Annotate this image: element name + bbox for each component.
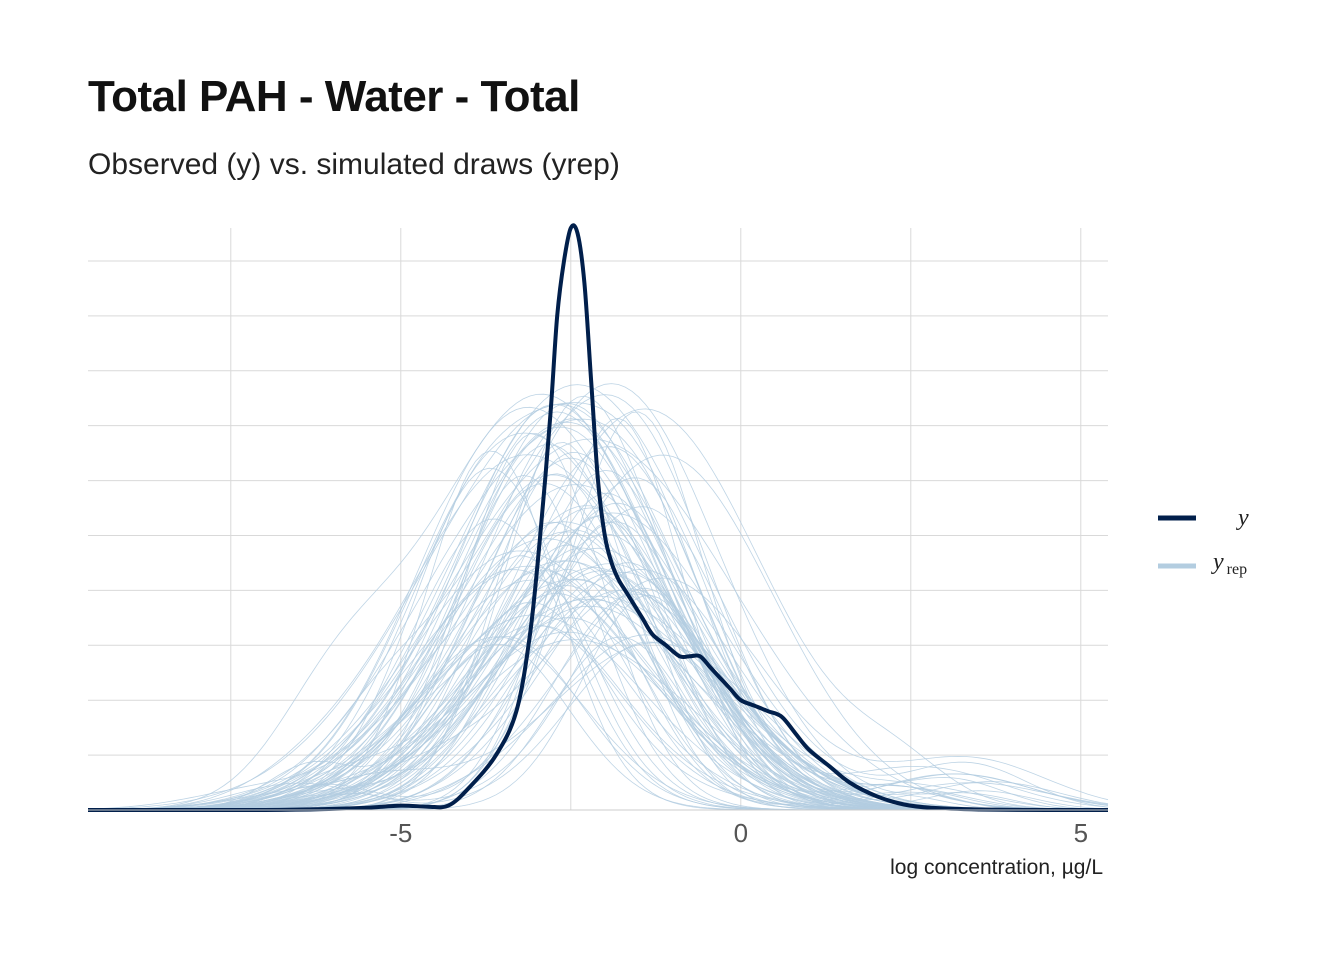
yrep-density-line <box>88 598 1109 811</box>
yrep-density-line <box>87 579 1108 811</box>
yrep-density-line <box>88 505 1108 811</box>
yrep-density-line <box>88 593 1108 811</box>
x-tick-label: 0 <box>734 818 748 848</box>
yrep-density-line <box>88 605 1108 811</box>
yrep-density-line <box>88 512 1108 811</box>
yrep-density-line <box>87 403 1109 810</box>
x-tick-labels: -5 0 5 <box>389 818 1088 848</box>
yrep-density-line <box>88 577 1109 811</box>
yrep-density-line <box>88 563 1108 811</box>
yrep-density-line <box>88 592 1108 811</box>
yrep-density-line <box>88 560 1108 811</box>
yrep-density-line <box>88 560 1108 811</box>
legend: y y rep <box>1158 505 1249 578</box>
legend-label-yrep: y rep <box>1211 549 1247 578</box>
yrep-density-line <box>87 384 1109 811</box>
chart-title: Total PAH - Water - Total <box>88 72 580 121</box>
chart-subtitle: Observed (y) vs. simulated draws (yrep) <box>88 148 620 181</box>
yrep-density-line <box>88 474 1108 811</box>
yrep-density-line <box>88 518 1108 811</box>
observed-density-group <box>88 223 1108 813</box>
yrep-density-line <box>88 482 1108 811</box>
yrep-density-line <box>88 467 1108 811</box>
yrep-density-line <box>88 578 1108 811</box>
legend-label-yrep-main: y <box>1211 549 1224 575</box>
x-axis-label: log concentration, µg/L <box>890 856 1103 879</box>
legend-label-y: y <box>1236 505 1249 531</box>
observed-density-line <box>88 223 1108 813</box>
yrep-density-line <box>88 601 1108 811</box>
yrep-density-line <box>88 383 1108 811</box>
yrep-density-line <box>87 438 1108 811</box>
legend-label-yrep-sub: rep <box>1227 561 1247 578</box>
yrep-density-line <box>88 624 1108 811</box>
x-tick-label: 5 <box>1074 818 1088 848</box>
yrep-density-line <box>88 529 1108 811</box>
yrep-density-line <box>88 625 1108 811</box>
yrep-density-line <box>88 506 1108 811</box>
simulated-density-lines <box>87 383 1109 811</box>
yrep-density-line <box>88 573 1108 811</box>
grid-lines <box>88 228 1108 810</box>
yrep-density-line <box>88 473 1108 811</box>
yrep-density-line <box>88 569 1109 811</box>
yrep-density-line <box>88 634 1108 811</box>
yrep-density-line <box>88 474 1108 811</box>
x-tick-label: -5 <box>389 818 412 848</box>
